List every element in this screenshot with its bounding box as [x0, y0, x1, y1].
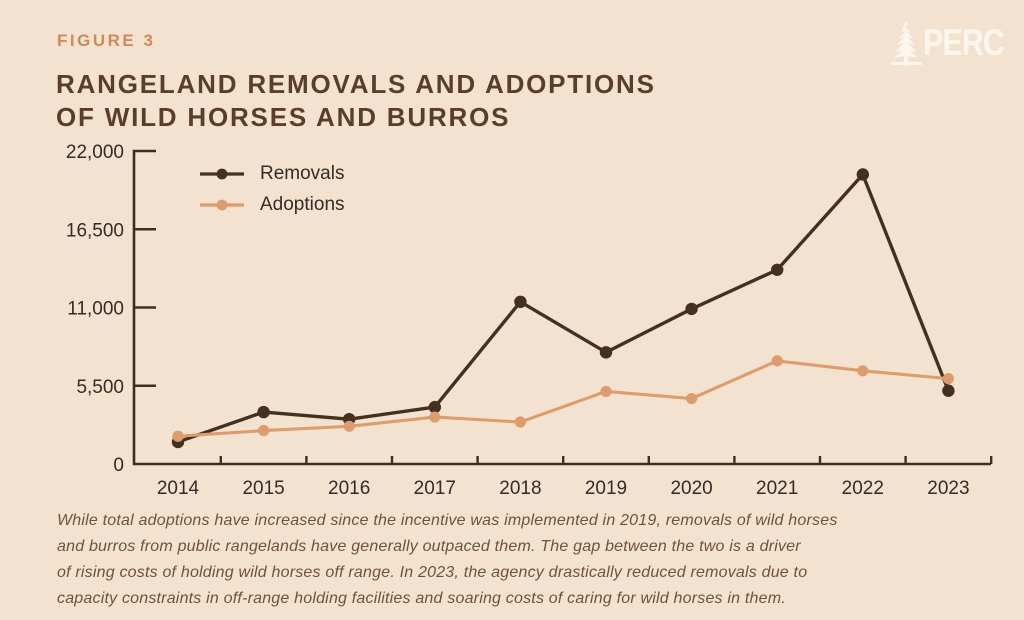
x-tick-label: 2017 [414, 478, 456, 499]
removals-point [771, 263, 784, 276]
x-tick-label: 2023 [927, 478, 969, 499]
removals-line [176, 172, 951, 444]
adoptions-line [176, 359, 950, 438]
perc-logo-text: PERC [923, 22, 1005, 63]
page-title-line-2: OF WILD HORSES AND BURROS [56, 102, 511, 132]
chart-axes [132, 149, 993, 466]
page-title-line-1: RANGELAND REMOVALS AND ADOPTIONS [56, 69, 656, 99]
x-tick-label: 2014 [157, 478, 200, 499]
caption-line-1: While total adoptions have increased sin… [57, 512, 838, 529]
page-title: RANGELAND REMOVALS AND ADOPTIONS OF WILD… [56, 68, 656, 134]
removals-point [428, 400, 441, 414]
y-tick-label: 0 [113, 455, 124, 476]
adoptions-point [258, 424, 270, 437]
adoptions-point [514, 416, 527, 428]
x-tick-label: 2021 [756, 478, 798, 499]
legend-label-removals: Removals [260, 162, 345, 184]
adoptions-point [343, 420, 355, 432]
removals-point [685, 302, 698, 316]
x-tick-label: 2020 [670, 478, 712, 499]
y-tick-label: 5,500 [76, 377, 124, 398]
chart-legend: Removals Adoptions [199, 158, 345, 220]
perc-logo: PERC [891, 18, 1011, 68]
adoptions-point [429, 411, 441, 423]
adoptions-point [771, 355, 783, 367]
legend-row-removals: Removals [199, 158, 345, 189]
adoptions-point [942, 373, 955, 385]
y-tick-label: 22,000 [66, 142, 124, 163]
removals-point [257, 405, 270, 419]
legend-label-adoptions: Adoptions [260, 193, 345, 215]
figure-label: FIGURE 3 [57, 31, 156, 50]
removals-point [856, 168, 869, 181]
removals-point [514, 295, 527, 309]
x-tick-label: 2019 [585, 478, 627, 499]
caption-line-4: capacity constraints in off-range holdin… [57, 590, 786, 607]
adoptions-point [600, 385, 612, 398]
adoptions-point [857, 365, 869, 377]
x-tick-label: 2018 [499, 478, 541, 499]
chart-axis-labels: 0 5,500 11,000 16,500 22,000 2014 2015 2016 2017… [66, 142, 970, 499]
y-tick-label: 16,500 [66, 220, 124, 241]
x-tick-label: 2016 [328, 478, 370, 499]
x-tick-label: 2022 [842, 478, 884, 499]
adoptions-line-swatch-icon [200, 199, 244, 210]
figure-caption: While total adoptions have increased sin… [57, 508, 838, 612]
x-tick-label: 2015 [242, 478, 284, 499]
caption-line-2: and burros from public rangelands have g… [57, 538, 801, 555]
removals-point [599, 346, 613, 359]
legend-row-adoptions: Adoptions [199, 189, 345, 220]
removals-line-swatch-icon [200, 168, 244, 179]
removals-point [942, 384, 955, 397]
caption-line-3: of rising costs of holding wild horses o… [57, 564, 808, 581]
adoptions-point [172, 430, 184, 442]
y-tick-label: 11,000 [67, 299, 124, 320]
chart-series [171, 168, 955, 449]
adoptions-point [686, 392, 698, 405]
perc-logo-underline [891, 62, 922, 65]
